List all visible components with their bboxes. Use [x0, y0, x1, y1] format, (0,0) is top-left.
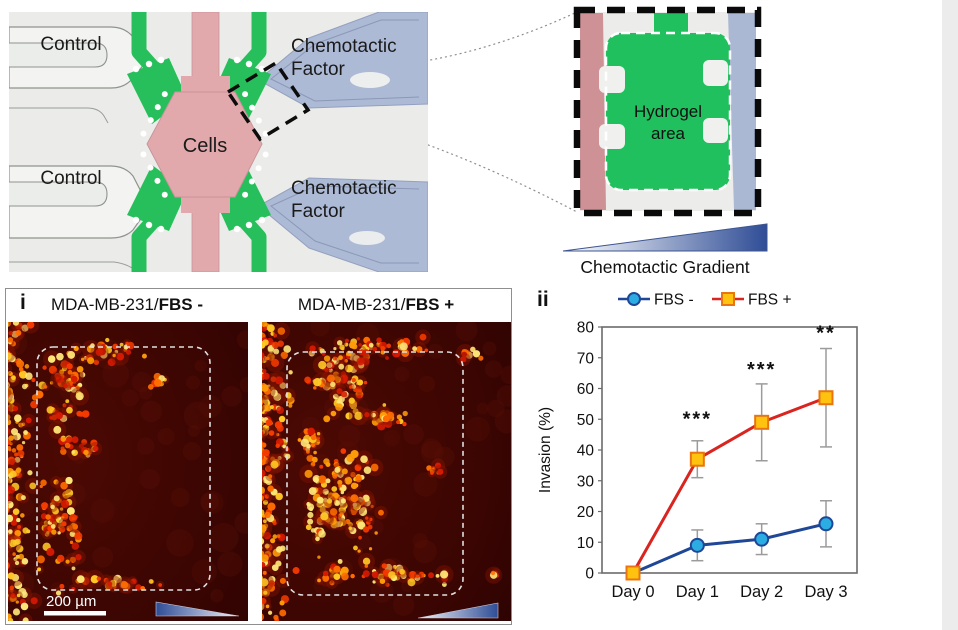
label-cells: Cells [183, 135, 227, 157]
control-channel-top [9, 26, 150, 124]
hydrogel-dashed-outline [604, 31, 732, 192]
invasion-chart: 0 10 20 30 40 50 60 70 80 Invasion (%) Day 0 Day 1 D… [537, 292, 858, 601]
y-axis-label: Invasion (%) [537, 407, 554, 493]
data-point-marker [754, 414, 770, 430]
data-point-marker [818, 516, 834, 532]
panel-i-title-left: MDA-MB-231/FBS - [37, 295, 217, 315]
highlight-dashed-box [225, 60, 311, 142]
legend-label: FBS + [748, 292, 792, 309]
data-point-marker [689, 537, 705, 553]
x-tick-label: Day 0 [611, 583, 654, 601]
inset-cell-channel [580, 13, 606, 210]
panel-i-index: i [20, 291, 26, 314]
y-tick-label: 30 [577, 473, 595, 490]
panel-i-title-right: MDA-MB-231/FBS + [281, 295, 471, 315]
gradient-triangle-icon [417, 602, 499, 619]
data-point-marker [625, 565, 641, 581]
data-point-marker [689, 451, 705, 467]
hydrogel-outline-dashed [36, 346, 211, 591]
significance-annotation: ** [816, 322, 836, 344]
title-left-prefix: MDA-MB-231/ [50, 295, 159, 314]
micropost-notch [703, 118, 728, 143]
inset-factor-channel [728, 13, 756, 210]
scale-bar-label: 200 µm [46, 593, 96, 610]
significance-annotation: *** [747, 359, 776, 381]
cell-blobs-right [262, 322, 511, 621]
fluorescence-image-fbs-plus [262, 322, 511, 621]
label-chemotactic-bottom-line2: Factor [291, 201, 346, 222]
gradient-triangle-icon [562, 223, 768, 252]
label-control-top: Control [40, 34, 101, 55]
hydrogel-zoom-inset: Hydrogel area Chemotactic Gradient [562, 6, 768, 277]
y-tick-label: 20 [577, 504, 595, 521]
label-control-bottom: Control [40, 168, 101, 189]
connector-dotted-line-bottom [307, 109, 578, 213]
micropost-notch [703, 60, 728, 86]
micropost-notch [599, 66, 625, 93]
micropost-dots [140, 91, 269, 198]
hydrogel-fill-port [654, 13, 688, 35]
label-chemotactic-gradient: Chemotactic Gradient [580, 257, 749, 277]
microfluidic-device-photo: Control Control Chemotactic Factor Chemo… [9, 12, 428, 272]
cell-chamber [146, 12, 263, 272]
y-tick-label: 60 [577, 381, 595, 398]
label-chemotactic-bottom-line1: Chemotactic [291, 178, 397, 199]
y-tick-label: 50 [577, 412, 595, 429]
chemotactic-channel-bottom [261, 177, 428, 272]
legend-label: FBS - [654, 292, 694, 309]
fluorescence-image-fbs-minus: 200 µm [8, 322, 248, 621]
micropost-notch [599, 124, 625, 149]
title-left-condition: FBS - [158, 295, 204, 314]
title-right-prefix: MDA-MB-231/ [297, 295, 406, 314]
gradient-triangle-icon [155, 601, 240, 617]
panel-ii-index: ii [537, 288, 549, 311]
y-tick-label: 70 [577, 350, 595, 367]
chart-series-FBS+ [625, 347, 834, 581]
hydrogel-area-region [606, 33, 730, 190]
y-tick-label: 80 [577, 320, 595, 337]
label-chemotactic-top-line2: Factor [291, 59, 346, 80]
cell-blobs-left [8, 322, 248, 621]
label-hydrogel-line1: Hydrogel [634, 102, 702, 121]
chart-legend: FBS - FBS + [618, 292, 792, 309]
inset-dashed-border [573, 6, 762, 217]
y-tick-label: 0 [585, 566, 594, 583]
y-tick-label: 40 [577, 443, 595, 460]
scale-bar [44, 611, 106, 616]
page-margin-strip [942, 0, 958, 630]
connector-dotted-line-top [275, 11, 578, 69]
x-tick-label: Day 1 [676, 583, 719, 601]
control-channel-bottom [9, 165, 150, 272]
image-background [8, 322, 248, 621]
label-hydrogel-line2: area [651, 124, 686, 143]
data-point-marker [818, 390, 834, 406]
x-tick-label: Day 2 [740, 583, 783, 601]
x-tick-label: Day 3 [804, 583, 847, 601]
label-chemotactic-top-line1: Chemotactic [291, 36, 397, 57]
plot-area [601, 326, 858, 574]
data-point-marker [754, 531, 770, 547]
title-right-condition: FBS + [405, 295, 455, 314]
y-tick-label: 10 [577, 535, 595, 552]
significance-annotation: *** [683, 408, 712, 430]
hydrogel-outline-dashed [286, 351, 464, 596]
